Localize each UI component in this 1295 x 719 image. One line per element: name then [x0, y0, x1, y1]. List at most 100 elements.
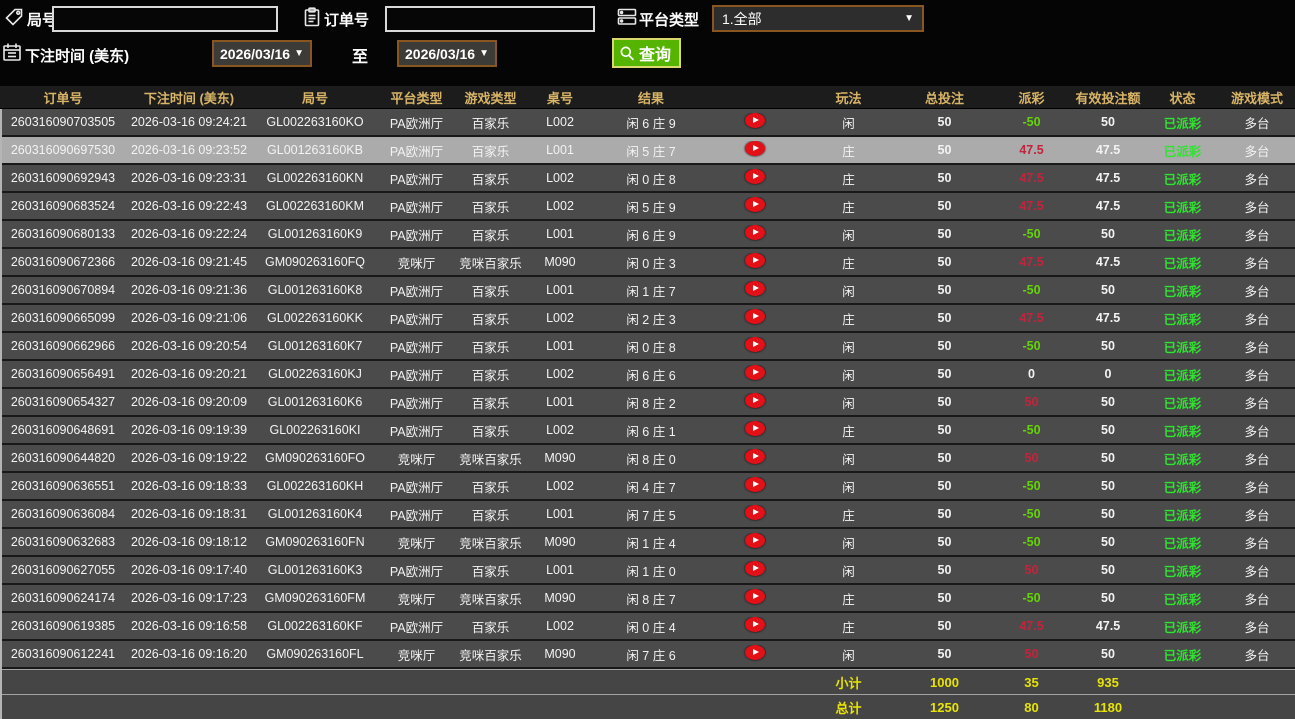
cell-valid: 50: [1101, 563, 1115, 577]
cell-time: 2026-03-16 09:22:43: [130, 199, 248, 213]
column-header: 状态: [1169, 90, 1196, 106]
search-button[interactable]: 查询: [612, 38, 682, 68]
column-header: 桌号: [546, 90, 573, 106]
table-row[interactable]: 260316090619385 2026-03-16 09:16:58 GL0022…: [0, 613, 1295, 641]
replay-play-icon[interactable]: [744, 365, 765, 380]
table-row[interactable]: 260316090612241 2026-03-16 09:16:20 GM0902…: [0, 641, 1295, 669]
replay-play-icon[interactable]: [744, 645, 765, 660]
table-row[interactable]: 260316090692943 2026-03-16 09:23:31 GL0022…: [0, 165, 1295, 193]
cell-valid: 50: [1101, 395, 1115, 409]
replay-play-icon[interactable]: [744, 113, 765, 128]
table-row[interactable]: 260316090683524 2026-03-16 09:22:43 GL0022…: [0, 193, 1295, 221]
cell-play: 庄: [842, 256, 855, 271]
summary-valid-bet: 935: [1097, 674, 1119, 690]
table-row[interactable]: 260316090656491 2026-03-16 09:20:21 GL0022…: [0, 361, 1295, 389]
date-to-value: 2026/03/16: [405, 45, 476, 62]
cell-table: L002: [546, 311, 574, 325]
platform-type-select[interactable]: 1.全部 ▼: [712, 5, 924, 32]
cell-round: GL001263160K7: [267, 339, 363, 353]
cell-replay: [708, 617, 801, 635]
cell-play: 闲: [842, 284, 855, 299]
cell-mode: 多台: [1244, 256, 1270, 271]
cell-round: GM090263160FM: [264, 591, 366, 605]
cell-play: 闲: [842, 536, 855, 551]
table-row[interactable]: 260316090636084 2026-03-16 09:18:31 GL0012…: [0, 501, 1295, 529]
table-row[interactable]: 260316090632683 2026-03-16 09:18:12 GM0902…: [0, 529, 1295, 557]
replay-play-icon[interactable]: [744, 253, 765, 268]
cell-platform: PA欧洲厅: [389, 284, 444, 299]
cell-replay: [708, 393, 801, 411]
replay-play-icon[interactable]: [744, 505, 765, 520]
cell-replay: [708, 169, 801, 187]
cell-play: 庄: [842, 592, 855, 607]
chevron-down-icon: ▼: [479, 48, 489, 59]
table-row[interactable]: 260316090670894 2026-03-16 09:21:36 GL0012…: [0, 277, 1295, 305]
cell-order: 260316090632683: [10, 535, 116, 549]
table-row[interactable]: 260316090680133 2026-03-16 09:22:24 GL0012…: [0, 221, 1295, 249]
replay-play-icon[interactable]: [744, 449, 765, 464]
replay-play-icon[interactable]: [744, 141, 765, 156]
cell-result: 闲 6 庄 9: [626, 116, 676, 131]
cell-time: 2026-03-16 09:16:20: [130, 647, 248, 661]
table-row[interactable]: 260316090636551 2026-03-16 09:18:33 GL0022…: [0, 473, 1295, 501]
cell-round: GL001263160K4: [267, 507, 363, 521]
replay-play-icon[interactable]: [744, 197, 765, 212]
cell-platform: 竞咪厅: [397, 648, 436, 663]
date-to-picker[interactable]: 2026/03/16 ▼: [397, 40, 497, 67]
cell-status: 已派彩: [1163, 536, 1202, 551]
column-header: 订单号: [43, 90, 83, 106]
cell-order: 260316090692943: [10, 171, 116, 185]
replay-play-icon[interactable]: [744, 309, 765, 324]
cell-status: 已派彩: [1163, 564, 1202, 579]
table-row[interactable]: 260316090644820 2026-03-16 09:19:22 GM0902…: [0, 445, 1295, 473]
cell-result: 闲 8 庄 2: [626, 396, 676, 411]
cell-result: 闲 1 庄 0: [626, 564, 676, 579]
table-row[interactable]: 260316090672366 2026-03-16 09:21:45 GM0902…: [0, 249, 1295, 277]
date-from-picker[interactable]: 2026/03/16 ▼: [212, 40, 312, 67]
cell-payout: -50: [1022, 479, 1041, 493]
column-header: 派彩: [1018, 90, 1045, 106]
cell-bet: 50: [937, 619, 952, 633]
replay-play-icon[interactable]: [744, 393, 765, 408]
cell-play: 庄: [842, 172, 855, 187]
cell-mode: 多台: [1244, 536, 1270, 551]
order-number-input[interactable]: [385, 6, 595, 32]
replay-play-icon[interactable]: [744, 617, 765, 632]
cell-payout: 50: [1024, 395, 1039, 409]
cell-replay: [708, 197, 801, 215]
summary-label: 小计: [835, 675, 862, 691]
cell-bet: 50: [937, 423, 952, 437]
table-row[interactable]: 260316090648691 2026-03-16 09:19:39 GL0022…: [0, 417, 1295, 445]
cell-platform: 竞咪厅: [397, 536, 436, 551]
cell-play: 庄: [842, 620, 855, 635]
replay-play-icon[interactable]: [744, 533, 765, 548]
cell-game: 百家乐: [471, 424, 510, 439]
round-number-input[interactable]: [52, 6, 278, 32]
cell-bet: 50: [937, 311, 952, 325]
replay-play-icon[interactable]: [744, 589, 765, 604]
table-row[interactable]: 260316090697530 2026-03-16 09:23:52 GL0012…: [0, 137, 1295, 165]
cell-bet: 50: [937, 507, 952, 521]
cell-round: GM090263160FQ: [264, 255, 366, 269]
table-row[interactable]: 260316090665099 2026-03-16 09:21:06 GL0022…: [0, 305, 1295, 333]
replay-play-icon[interactable]: [744, 281, 765, 296]
table-row[interactable]: 260316090624174 2026-03-16 09:17:23 GM0902…: [0, 585, 1295, 613]
replay-play-icon[interactable]: [744, 169, 765, 184]
cell-platform: 竞咪厅: [397, 592, 436, 607]
table-row[interactable]: 260316090654327 2026-03-16 09:20:09 GL0012…: [0, 389, 1295, 417]
replay-play-icon[interactable]: [744, 421, 765, 436]
cell-play: 闲: [842, 228, 855, 243]
table-row[interactable]: 260316090627055 2026-03-16 09:17:40 GL0012…: [0, 557, 1295, 585]
replay-play-icon[interactable]: [744, 477, 765, 492]
table-row[interactable]: 260316090662966 2026-03-16 09:20:54 GL0012…: [0, 333, 1295, 361]
cell-replay: [708, 141, 801, 159]
replay-play-icon[interactable]: [744, 337, 765, 352]
table-row[interactable]: 260316090703505 2026-03-16 09:24:21 GL0022…: [0, 109, 1295, 137]
cell-status: 已派彩: [1163, 396, 1202, 411]
replay-play-icon[interactable]: [744, 225, 765, 240]
cell-game: 百家乐: [471, 312, 510, 327]
replay-play-icon[interactable]: [744, 561, 765, 576]
cell-result: 闲 0 庄 8: [626, 172, 676, 187]
cell-table: L002: [546, 367, 574, 381]
cell-round: GL001263160KB: [267, 143, 363, 157]
